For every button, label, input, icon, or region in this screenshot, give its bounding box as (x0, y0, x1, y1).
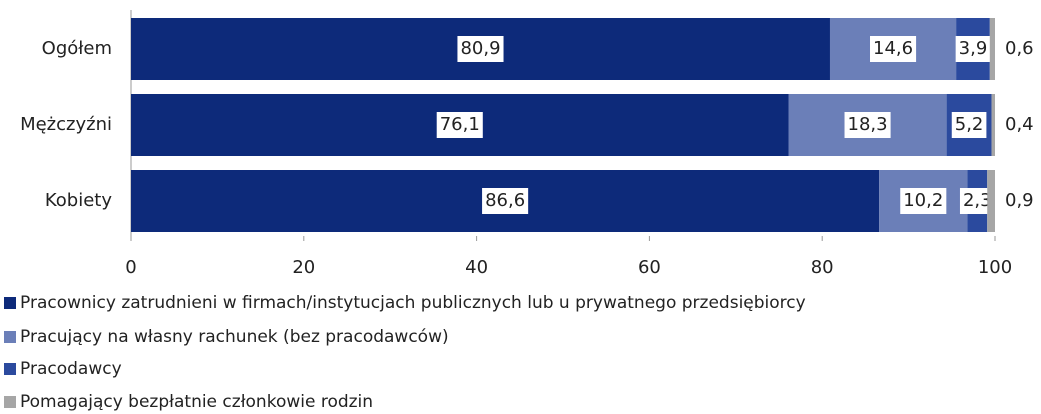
legend-label: Pomagający bezpłatnie członkowie rodzin (20, 392, 373, 412)
legend-swatch (4, 396, 16, 408)
data-label: 76,1 (440, 114, 480, 135)
label-box (844, 112, 891, 138)
label-box (436, 112, 483, 138)
x-tick-label: 60 (638, 257, 661, 278)
label-box (900, 188, 947, 214)
data-label: 0,9 (1005, 190, 1034, 211)
category-label: Ogółem (42, 38, 112, 59)
data-label: 86,6 (485, 190, 525, 211)
label-box (457, 36, 504, 62)
label-box (482, 188, 529, 214)
label-box (955, 36, 991, 62)
data-label: 0,4 (1005, 114, 1034, 135)
legend-swatch (4, 297, 16, 309)
legend-swatch (4, 331, 16, 343)
data-label: 2,3 (963, 190, 992, 211)
label-box (951, 112, 987, 138)
bar-segment (991, 94, 995, 156)
x-tick-label: 40 (465, 257, 488, 278)
legend-swatch (4, 363, 16, 375)
x-tick-label: 80 (811, 257, 834, 278)
data-label: 5,2 (955, 114, 984, 135)
x-tick-label: 20 (292, 257, 315, 278)
legend-label: Pracownicy zatrudnieni w firmach/instytu… (20, 293, 806, 313)
data-label: 18,3 (848, 114, 888, 135)
x-tick-label: 100 (978, 257, 1012, 278)
data-label: 0,6 (1005, 38, 1034, 59)
category-label: Kobiety (45, 190, 112, 211)
data-label: 80,9 (460, 38, 500, 59)
data-label: 10,2 (903, 190, 943, 211)
legend-label: Pracujący na własny rachunek (bez pracod… (20, 327, 449, 347)
label-box (870, 36, 917, 62)
x-tick-label: 0 (125, 257, 136, 278)
bar-segment (989, 18, 995, 80)
legend-label: Pracodawcy (20, 359, 122, 379)
category-label: Mężczyźni (20, 114, 112, 135)
data-label: 3,9 (959, 38, 988, 59)
data-label: 14,6 (873, 38, 913, 59)
bar-segment (987, 170, 995, 232)
